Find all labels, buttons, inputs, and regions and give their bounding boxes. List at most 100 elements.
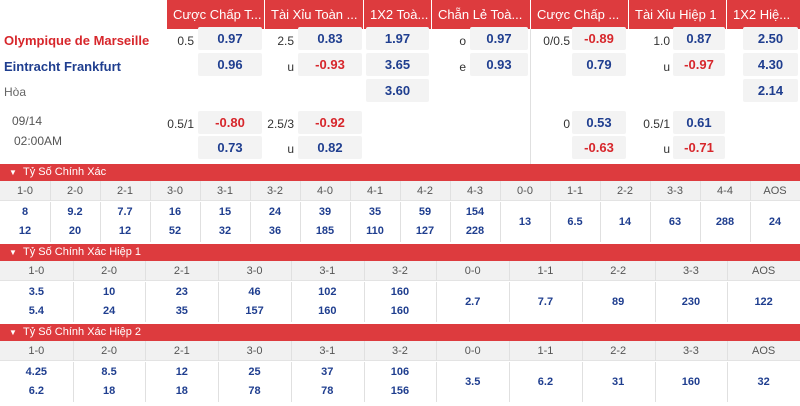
score-odds[interactable]: 160 xyxy=(681,376,701,388)
score-odds[interactable]: 10 xyxy=(102,286,116,298)
score-odds[interactable]: 36 xyxy=(268,225,282,237)
score-odds[interactable]: 24 xyxy=(268,206,282,218)
oe-even-odds[interactable]: 0.93 xyxy=(470,53,528,76)
col-handicap-full[interactable]: Cược Chấp T... xyxy=(167,0,265,29)
h1-x12-home-odds[interactable]: 2.50 xyxy=(743,27,798,50)
h1-ah-away-odds-2[interactable]: -0.63 xyxy=(572,136,626,159)
ou-over-odds-2[interactable]: -0.92 xyxy=(298,111,362,134)
ah-away-odds[interactable]: 0.96 xyxy=(198,53,262,76)
score-odds[interactable]: 16 xyxy=(168,206,182,218)
score-odds[interactable]: 12 xyxy=(175,366,188,378)
col-1x2-h1[interactable]: 1X2 Hiệ... xyxy=(727,0,800,29)
score-odds[interactable]: 8 xyxy=(21,206,29,218)
h1-ah-home-odds-2[interactable]: 0.53 xyxy=(572,111,626,134)
score-odds[interactable]: 15 xyxy=(218,206,232,218)
col-1x2-full[interactable]: 1X2 Toà... xyxy=(364,0,432,29)
score-odds[interactable]: 4.25 xyxy=(25,366,48,378)
score-odds[interactable]: 106 xyxy=(390,366,410,378)
score-odds[interactable]: 32 xyxy=(757,376,770,388)
col-handicap-h1[interactable]: Cược Chấp ... xyxy=(531,0,629,29)
score-odds[interactable]: 6.2 xyxy=(537,376,554,388)
ou-over-odds[interactable]: 0.83 xyxy=(298,27,362,50)
h1-ou-under-odds[interactable]: -0.97 xyxy=(673,53,725,76)
score-odds[interactable]: 127 xyxy=(415,225,435,237)
col-odd-even-full[interactable]: Chẵn Lẻ Toà... xyxy=(432,0,531,29)
score-odds[interactable]: 122 xyxy=(754,296,773,308)
score-odds[interactable]: 18 xyxy=(102,385,116,397)
score-odds[interactable]: 35 xyxy=(175,305,188,317)
score-odds[interactable]: 63 xyxy=(668,216,682,228)
score-odds[interactable]: 18 xyxy=(175,385,188,397)
score-odds[interactable]: 24 xyxy=(102,305,116,317)
score-odds[interactable]: 52 xyxy=(168,225,182,237)
score-odds[interactable]: 20 xyxy=(68,225,82,237)
score-odds[interactable]: 3.5 xyxy=(465,376,481,388)
chevron-down-icon[interactable]: ▼ xyxy=(9,168,17,177)
score-odds[interactable]: 157 xyxy=(245,305,264,317)
score-odds[interactable]: 6.2 xyxy=(28,385,44,397)
h1-ah-away-odds[interactable]: 0.79 xyxy=(572,53,626,76)
away-team-name[interactable]: Eintracht Frankfurt xyxy=(4,59,122,74)
score-odds[interactable]: 3.5 xyxy=(28,286,44,298)
score-odds[interactable]: 7.7 xyxy=(537,296,554,308)
score-odds[interactable]: 8.5 xyxy=(101,366,117,378)
score-odds[interactable]: 78 xyxy=(248,385,261,397)
score-odds[interactable]: 31 xyxy=(612,376,625,388)
ah-home-odds[interactable]: 0.97 xyxy=(198,27,262,50)
score-odds[interactable]: 12 xyxy=(18,225,32,237)
score-odds[interactable]: 39 xyxy=(318,206,332,218)
h1-ou-under-odds-2[interactable]: -0.71 xyxy=(673,136,725,159)
score-odds[interactable]: 37 xyxy=(321,366,334,378)
score-odds[interactable]: 110 xyxy=(366,225,384,237)
score-odds[interactable]: 9.2 xyxy=(67,206,83,218)
score-odds[interactable]: 13 xyxy=(518,216,532,228)
score-odds[interactable]: 35 xyxy=(368,206,382,218)
x12-home-odds[interactable]: 1.97 xyxy=(366,27,429,50)
ah-away-odds-2[interactable]: 0.73 xyxy=(198,136,262,159)
score-odds[interactable]: 185 xyxy=(315,225,335,237)
x12-away-odds[interactable]: 3.65 xyxy=(366,53,429,76)
h1-ou-over-odds[interactable]: 0.87 xyxy=(673,27,725,50)
score-odds[interactable]: 160 xyxy=(390,286,410,298)
score-odds[interactable]: 2.7 xyxy=(465,296,481,308)
score-odds[interactable]: 7.7 xyxy=(117,206,133,218)
chevron-down-icon[interactable]: ▼ xyxy=(9,328,17,337)
score-odds[interactable]: 230 xyxy=(681,296,701,308)
score-odds[interactable]: 228 xyxy=(465,225,485,237)
score-odds[interactable]: 288 xyxy=(715,216,735,228)
score-odds[interactable]: 14 xyxy=(618,216,632,228)
score-odds[interactable]: 23 xyxy=(175,286,188,298)
score-odds[interactable]: 154 xyxy=(465,206,485,218)
score-odds[interactable]: 25 xyxy=(248,366,261,378)
score-odds[interactable]: 89 xyxy=(612,296,625,308)
score-odds[interactable]: 59 xyxy=(418,206,432,218)
correct_score_h2-title-bar[interactable]: ▼ Tỷ Số Chính Xác Hiệp 2 xyxy=(0,324,800,341)
ou-under-odds-2[interactable]: 0.82 xyxy=(298,136,362,159)
score-odds[interactable]: 24 xyxy=(768,216,782,228)
x12-draw-odds[interactable]: 3.60 xyxy=(366,79,429,102)
score-odds[interactable]: 32 xyxy=(218,225,232,237)
chevron-down-icon[interactable]: ▼ xyxy=(9,248,17,257)
h1-ah-home-odds[interactable]: -0.89 xyxy=(572,27,626,50)
oe-odd-odds[interactable]: 0.97 xyxy=(470,27,528,50)
col-over-under-full[interactable]: Tài Xỉu Toàn ... xyxy=(265,0,364,29)
score-odds[interactable]: 160 xyxy=(390,305,410,317)
h1-x12-draw-odds[interactable]: 2.14 xyxy=(743,79,798,102)
col-over-under-h1[interactable]: Tài Xỉu Hiệp 1 xyxy=(629,0,727,29)
score-odds[interactable]: 6.5 xyxy=(567,216,583,228)
ou-under-odds[interactable]: -0.93 xyxy=(298,53,362,76)
score-odds[interactable]: 102 xyxy=(318,286,337,298)
correct_score-title-bar[interactable]: ▼ Tỷ Số Chính Xác xyxy=(0,164,800,181)
score-odds[interactable]: 46 xyxy=(248,286,261,298)
score-odds[interactable]: 160 xyxy=(318,305,337,317)
score-odds[interactable]: 78 xyxy=(321,385,334,397)
score-header: AOS xyxy=(752,265,776,277)
score-odds[interactable]: 5.4 xyxy=(28,305,44,317)
correct_score_h1-title-bar[interactable]: ▼ Tỷ Số Chính Xác Hiệp 1 xyxy=(0,244,800,261)
home-team-name[interactable]: Olympique de Marseille xyxy=(4,33,150,48)
ah-home-odds-2[interactable]: -0.80 xyxy=(198,111,262,134)
score-odds[interactable]: 12 xyxy=(118,225,132,237)
h1-x12-away-odds[interactable]: 4.30 xyxy=(743,53,798,76)
h1-ou-over-odds-2[interactable]: 0.61 xyxy=(673,111,725,134)
score-odds[interactable]: 156 xyxy=(390,385,410,397)
